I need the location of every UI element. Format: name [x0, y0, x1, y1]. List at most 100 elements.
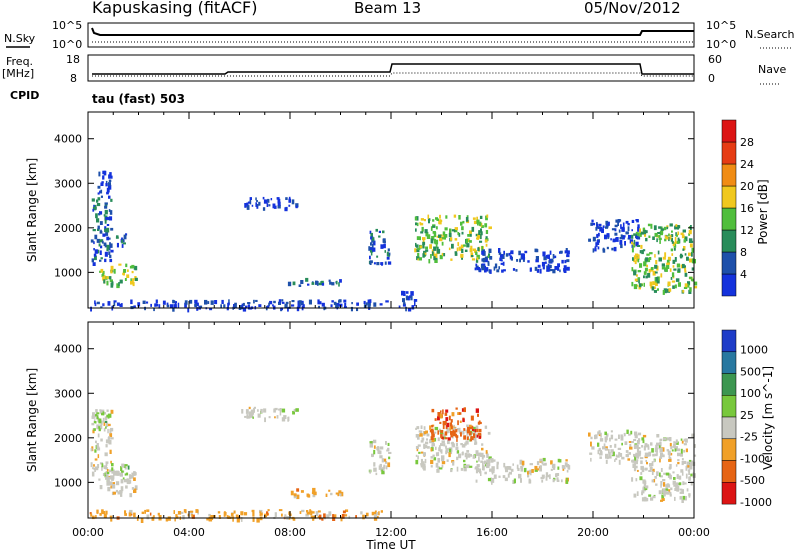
power-cell	[470, 255, 474, 257]
power-cell	[291, 199, 295, 205]
velocity-cell	[674, 496, 676, 501]
power-cell	[387, 248, 390, 252]
velocity-cell	[469, 425, 473, 430]
power-cell	[486, 214, 489, 218]
power-cell	[356, 307, 359, 312]
velocity-cell	[274, 407, 278, 411]
velocity-cell	[133, 477, 136, 481]
velocity-cell	[421, 437, 425, 441]
power-cell	[371, 239, 375, 243]
velocity-cell	[431, 408, 435, 413]
power-cell	[552, 269, 556, 274]
power-cell	[444, 227, 448, 231]
velocity-cell	[478, 435, 482, 439]
power-cell	[440, 219, 443, 222]
power-cell	[336, 303, 340, 306]
power-cell	[639, 228, 641, 233]
velocity-cell	[96, 443, 99, 448]
power-frame	[87, 111, 695, 309]
power-cell	[671, 272, 675, 278]
power-cell	[106, 236, 110, 241]
power-cell	[591, 219, 594, 223]
power-cell	[668, 233, 670, 237]
velocity-cell	[487, 477, 491, 482]
velocity-cell	[453, 443, 455, 448]
power-cell	[280, 307, 283, 311]
velocity-cell	[109, 449, 112, 454]
power-cell	[130, 278, 132, 283]
velocity-cell	[658, 442, 662, 446]
power-cell	[204, 299, 208, 305]
velocity-cell	[98, 418, 102, 424]
velocity-cell	[437, 416, 440, 421]
power-cell	[674, 284, 677, 289]
velocity-xtick-label: 00:00	[678, 526, 710, 539]
velocity-cell	[491, 478, 495, 483]
power-cell	[249, 200, 252, 205]
power-cell	[101, 181, 104, 184]
velocity-cell	[660, 484, 662, 488]
power-cell	[475, 263, 478, 267]
velocity-cell	[458, 412, 462, 415]
velocity-cbar-cell	[721, 438, 737, 461]
power-cell	[380, 244, 384, 249]
velocity-cell	[615, 457, 618, 461]
power-cbar-cell	[721, 207, 737, 231]
power-cell	[416, 222, 419, 227]
power-cell	[106, 187, 110, 193]
power-cell	[458, 246, 462, 251]
power-cell	[689, 258, 693, 263]
velocity-cbar-tick: -25	[740, 431, 758, 444]
power-cell	[653, 225, 657, 231]
power-cell	[677, 268, 681, 272]
velocity-ytick-label: 1000	[54, 476, 82, 489]
power-cell	[658, 235, 661, 238]
power-cell	[244, 203, 247, 208]
power-cell	[639, 263, 643, 268]
velocity-cell	[666, 483, 670, 487]
power-cell	[671, 230, 673, 233]
power-cell	[414, 301, 416, 306]
velocity-cell	[97, 446, 100, 451]
power-cell	[461, 231, 464, 235]
freq-tick-bottom: 8	[70, 72, 77, 85]
power-cell	[606, 246, 609, 250]
velocity-cbar-cell	[721, 482, 737, 505]
velocity-cell	[635, 452, 639, 458]
velocity-cell	[437, 457, 440, 463]
velocity-cell	[421, 461, 425, 466]
power-cell	[367, 301, 370, 305]
power-cell	[637, 270, 642, 273]
velocity-cell	[459, 420, 462, 423]
power-cell	[647, 223, 651, 227]
velocity-cell	[642, 434, 647, 438]
velocity-cell	[387, 462, 391, 468]
power-cell	[652, 281, 656, 285]
power-cell	[474, 267, 477, 271]
power-cell	[107, 301, 111, 306]
power-cell	[194, 299, 198, 304]
power-cell	[650, 223, 653, 229]
velocity-cell	[643, 445, 646, 451]
velocity-cell	[106, 471, 110, 475]
power-cell	[548, 260, 552, 263]
power-cell	[438, 219, 440, 225]
power-cell	[401, 290, 404, 296]
velocity-cell	[676, 441, 679, 445]
velocity-cell	[417, 455, 419, 460]
velocity-cell	[124, 513, 127, 516]
power-cell	[367, 299, 371, 304]
power-cell	[365, 302, 368, 306]
velocity-cell	[101, 412, 104, 416]
velocity-cell	[95, 440, 97, 444]
power-cell	[476, 254, 480, 260]
velocity-cell	[110, 427, 114, 432]
power-cell	[155, 299, 158, 304]
power-cell	[637, 257, 640, 263]
power-cell	[107, 217, 110, 220]
velocity-cell	[634, 460, 638, 465]
power-cell	[658, 237, 662, 241]
velocity-cell	[251, 509, 255, 513]
velocity-cell	[232, 517, 234, 522]
